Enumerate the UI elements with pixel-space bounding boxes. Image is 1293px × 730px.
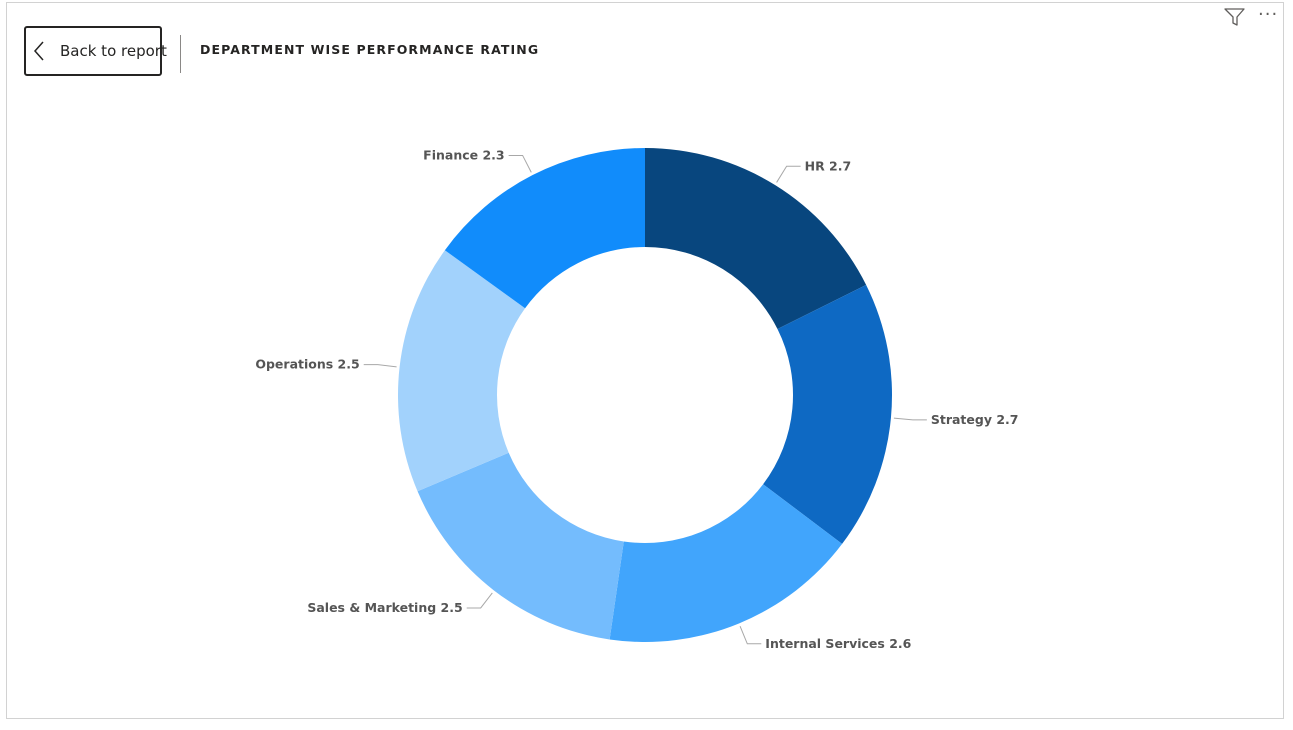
slice-operations[interactable]	[398, 250, 526, 492]
data-labels: HR 2.7 Strategy 2.7 Internal Services 2.6 S…	[255, 147, 1018, 650]
slice-strategy[interactable]	[763, 284, 893, 544]
data-label-finance: Finance 2.3	[423, 147, 504, 162]
back-to-report-label: Back to report	[60, 42, 167, 60]
filter-icon[interactable]	[1222, 6, 1248, 28]
back-to-report-button[interactable]: Back to report	[24, 26, 167, 76]
leader-lines	[363, 154, 927, 645]
data-label-strategy: Strategy 2.7	[931, 412, 1019, 427]
slice-finance[interactable]	[444, 148, 645, 309]
slice-hr[interactable]	[645, 148, 867, 330]
slice-sales-marketing[interactable]	[417, 452, 624, 640]
leader-line-sales-marketing	[466, 592, 493, 609]
leader-line-strategy	[893, 417, 927, 421]
data-label-hr: HR 2.7	[805, 158, 852, 173]
more-options-icon[interactable]: ···	[1258, 4, 1279, 25]
leader-line-finance	[508, 154, 532, 173]
visual-header-icons: ···	[1222, 6, 1282, 28]
header-divider	[180, 35, 181, 73]
donut-slices	[398, 148, 893, 643]
data-label-sales-marketing: Sales & Marketing 2.5	[307, 600, 462, 615]
leader-line-internal-services	[739, 626, 762, 645]
data-label-operations: Operations 2.5	[255, 357, 359, 372]
data-label-internal-services: Internal Services 2.6	[765, 636, 911, 651]
leader-line-operations	[363, 364, 397, 368]
slice-internal-services[interactable]	[609, 484, 843, 643]
chevron-left-icon	[33, 41, 44, 61]
leader-line-hr	[776, 165, 801, 183]
chart-title: DEPARTMENT WISE PERFORMANCE RATING	[200, 42, 540, 57]
